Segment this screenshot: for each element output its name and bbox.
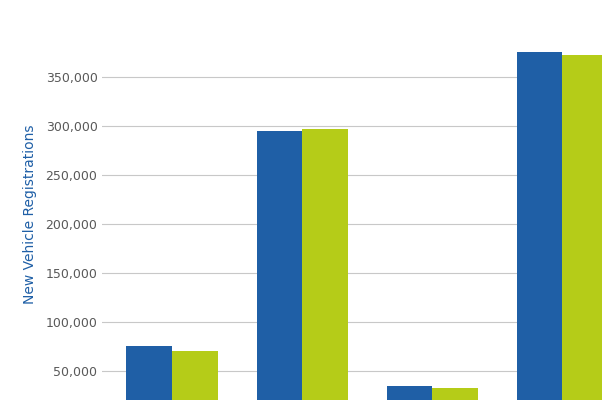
Y-axis label: New Vehicle Registrations: New Vehicle Registrations [23, 124, 37, 304]
Bar [432, 388, 478, 400]
Bar [302, 129, 348, 400]
Bar [517, 52, 562, 400]
Bar [172, 351, 217, 400]
Bar [562, 55, 602, 400]
Bar [126, 346, 172, 400]
Bar [386, 386, 432, 400]
Bar [256, 131, 302, 400]
